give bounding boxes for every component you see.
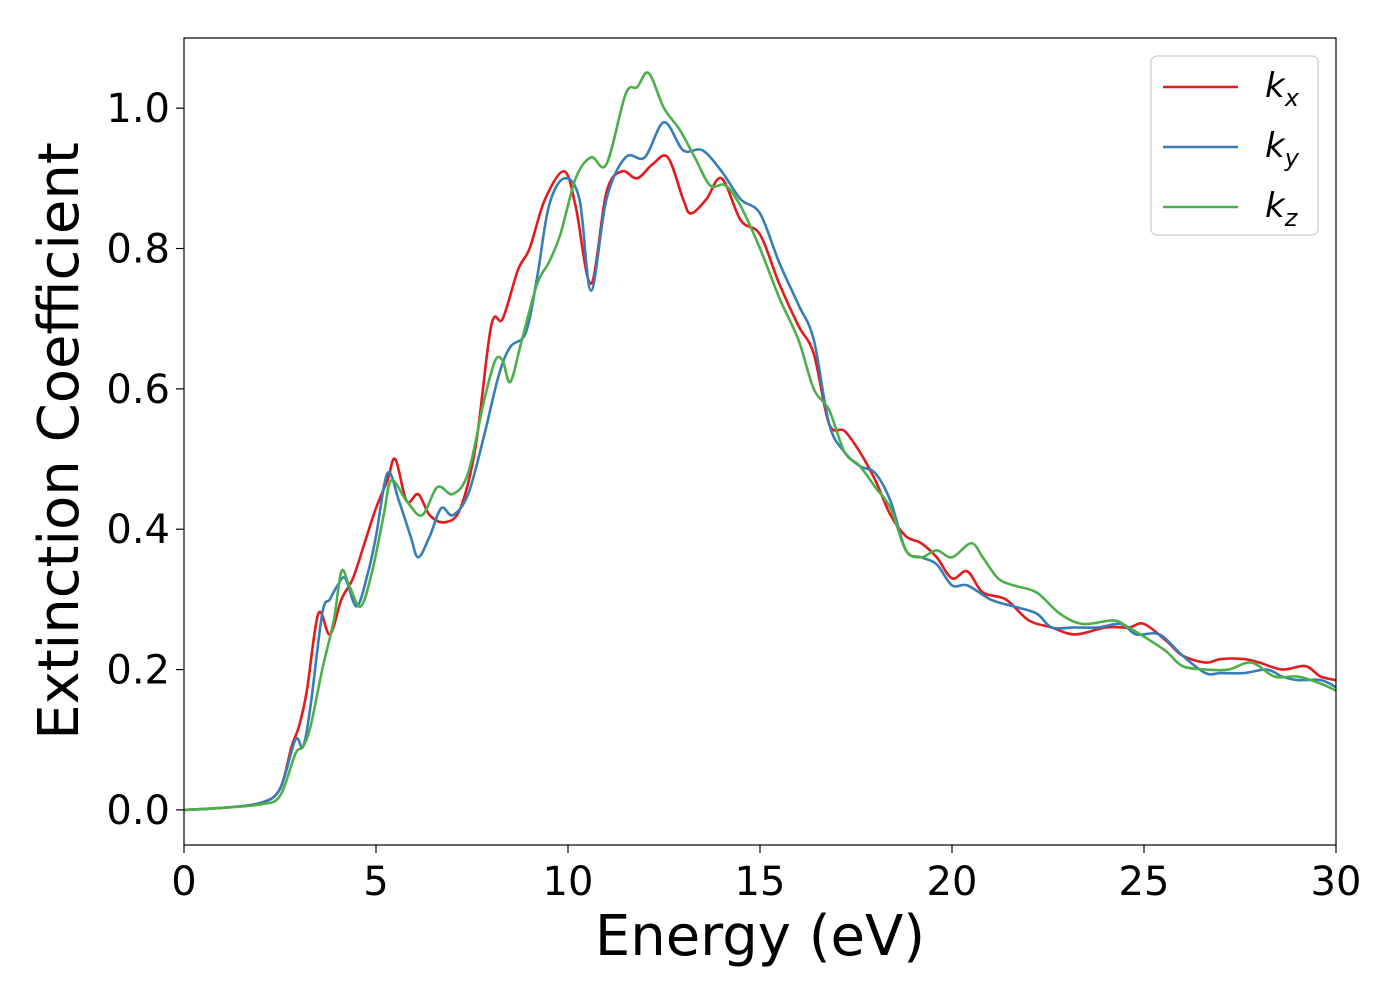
legend-label-subscript: y — [1284, 144, 1300, 172]
x-tick-label: 20 — [927, 859, 978, 905]
y-axis-label: Extinction Coefficient — [27, 142, 92, 740]
legend-label-kz: kz — [1265, 186, 1299, 232]
x-tick-label: 15 — [735, 859, 786, 905]
x-tick-label: 30 — [1311, 859, 1362, 905]
x-tick-label: 25 — [1119, 859, 1170, 905]
x-axis: 0 5 10 15 20 25 30 — [171, 845, 1361, 905]
x-tick-label: 0 — [171, 859, 196, 905]
legend-label-kx: kx — [1265, 66, 1300, 112]
legend-label-base: k — [1265, 66, 1286, 106]
legend-label-base: k — [1265, 186, 1286, 226]
y-tick-label: 0.2 — [106, 648, 170, 694]
legend-label-ky: ky — [1265, 126, 1300, 172]
legend-label-base: k — [1265, 126, 1286, 166]
y-axis: 0.0 0.2 0.4 0.6 0.8 1.0 — [106, 86, 184, 834]
series-line-ky — [184, 120, 1336, 812]
legend-box — [1150, 55, 1319, 236]
y-tick-label: 0.4 — [106, 507, 170, 553]
series-layer — [184, 71, 1336, 812]
y-tick-label: 0.8 — [106, 227, 170, 273]
series-line-kz — [184, 71, 1336, 812]
x-tick-label: 5 — [363, 859, 388, 905]
legend-label-subscript: x — [1284, 84, 1300, 112]
y-tick-label: 0.6 — [106, 367, 170, 413]
series-line-kx — [184, 154, 1336, 812]
y-tick-label: 0.0 — [106, 788, 170, 834]
legend-label-subscript: z — [1284, 204, 1299, 232]
x-tick-label: 10 — [543, 859, 594, 905]
y-tick-label: 1.0 — [106, 86, 170, 132]
x-axis-label: Energy (eV) — [595, 904, 925, 969]
